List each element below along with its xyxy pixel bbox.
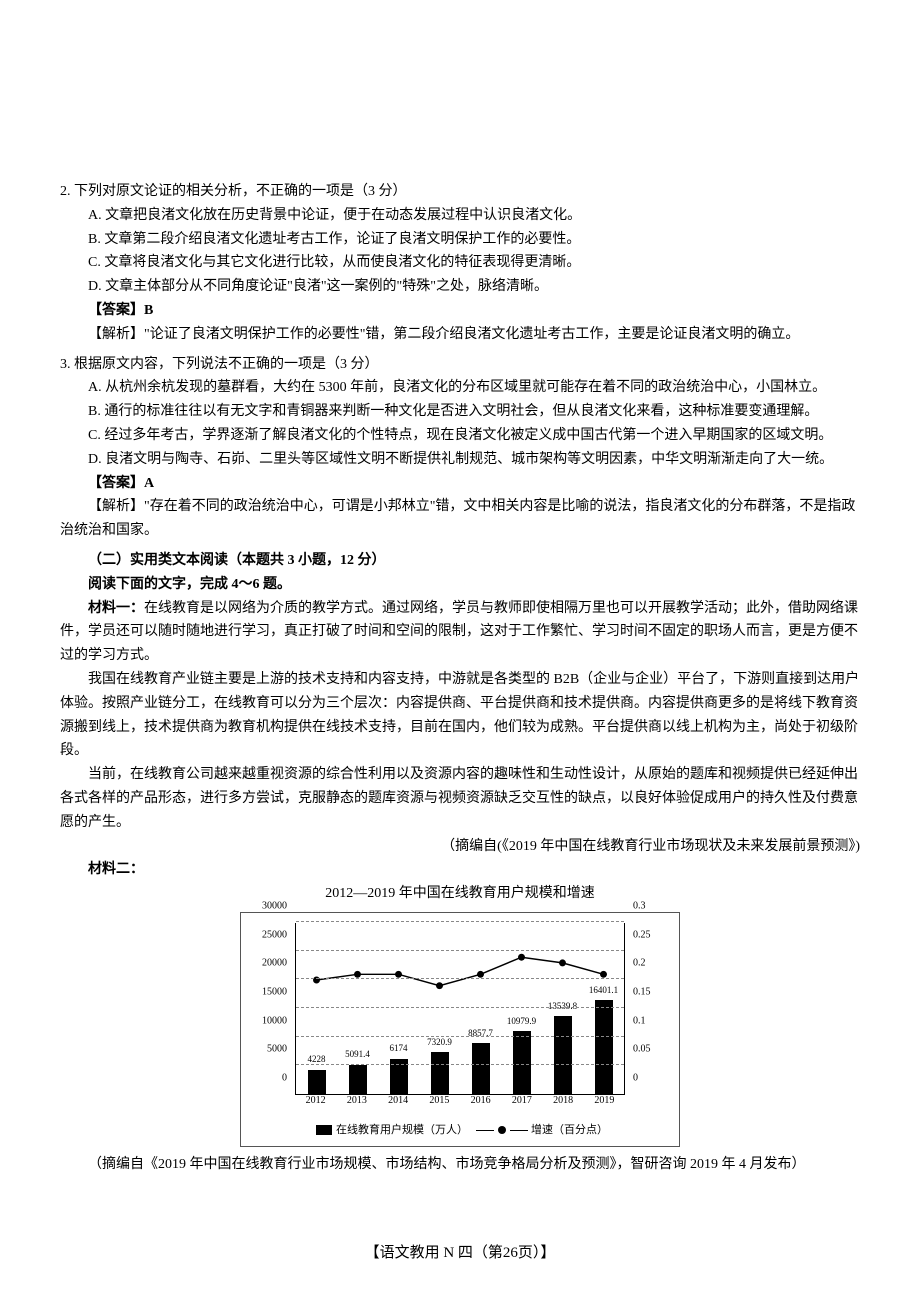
chart-legend: 在线教育用户规模（万人） 增速（百分点） — [247, 1121, 673, 1140]
material-1-p2: 我国在线教育产业链主要是上游的技术支持和内容支持，中游就是各类型的 B2B（企业… — [60, 668, 860, 763]
q2-option-c: C. 文章将良渚文化与其它文化进行比较，从而使良渚文化的特征表现得更清晰。 — [60, 251, 860, 275]
page-footer: 【语文教用 N 四（第26页）】 — [0, 1241, 920, 1267]
material-2-label: 材料二： — [60, 858, 860, 882]
chart-x-labels: 20122013201420152016201720182019 — [295, 1092, 625, 1109]
section-2-instruction: 阅读下面的文字，完成 4～6 题。 — [60, 573, 860, 597]
y-axis-left: 050001000015000200002500030000 — [247, 919, 291, 1095]
chart-area: 050001000015000200002500030000 00.050.10… — [247, 919, 673, 1119]
material-1-label: 材料一： — [88, 601, 144, 616]
chart-container: 050001000015000200002500030000 00.050.10… — [240, 912, 680, 1147]
legend-line-label: 增速（百分点） — [531, 1124, 608, 1136]
material-1-attribution: （摘编自(《2019 年中国在线教育行业市场现状及未来发展前景预测》) — [60, 835, 860, 859]
section-2-title: （二）实用类文本阅读（本题共 3 小题，12 分） — [60, 549, 860, 573]
material-1: 材料一：在线教育是以网络为介质的教学方式。通过网络，学员与教师即使相隔万里也可以… — [60, 597, 860, 668]
material-2-attribution: （摘编自《2019 年中国在线教育行业市场规模、市场结构、市场竞争格局分析及预测… — [60, 1153, 860, 1177]
q2-explanation: 【解析】"论证了良渚文明保护工作的必要性"错，第二段介绍良渚文化遗址考古工作，主… — [60, 323, 860, 347]
section-2: （二）实用类文本阅读（本题共 3 小题，12 分） 阅读下面的文字，完成 4～6… — [60, 549, 860, 882]
q3-option-b: B. 通行的标准往往以有无文字和青铜器来判断一种文化是否进入文明社会，但从良渚文… — [60, 400, 860, 424]
material-1-p3: 当前，在线教育公司越来越重视资源的综合性利用以及资源内容的趣味性和生动性设计，从… — [60, 763, 860, 834]
question-3: 3. 根据原文内容，下列说法不正确的一项是（3 分） A. 从杭州余杭发现的墓群… — [60, 353, 860, 543]
q2-option-d: D. 文章主体部分从不同角度论证"良渚"这一案例的"特殊"之处，脉络清晰。 — [60, 275, 860, 299]
chart-title: 2012—2019 年中国在线教育用户规模和增速 — [60, 882, 860, 906]
q3-option-c: C. 经过多年考古，学界逐渐了解良渚文化的个性特点，现在良渚文化被定义成中国古代… — [60, 424, 860, 448]
y-axis-right: 00.050.10.150.20.250.3 — [629, 919, 673, 1095]
q3-stem: 3. 根据原文内容，下列说法不正确的一项是（3 分） — [60, 353, 860, 377]
legend-line-icon-r — [510, 1130, 528, 1131]
q3-answer: 【答案】A — [60, 472, 860, 496]
legend-line-icon-l — [476, 1130, 494, 1131]
question-2: 2. 下列对原文论证的相关分析，不正确的一项是（3 分） A. 文章把良渚文化放… — [60, 180, 860, 347]
legend-bar-label: 在线教育用户规模（万人） — [336, 1124, 468, 1136]
chart-plot: 42285091.461747320.98857.710979.913539.8… — [295, 923, 625, 1095]
material-1-p1: 在线教育是以网络为介质的教学方式。通过网络，学员与教师即使相隔万里也可以开展教学… — [60, 601, 858, 664]
q3-option-a: A. 从杭州余杭发现的墓群看，大约在 5300 年前，良渚文化的分布区域里就可能… — [60, 376, 860, 400]
q2-option-b: B. 文章第二段介绍良渚文化遗址考古工作，论证了良渚文明保护工作的必要性。 — [60, 228, 860, 252]
chart-wrapper: 2012—2019 年中国在线教育用户规模和增速 050001000015000… — [60, 882, 860, 1146]
legend-bar-icon — [316, 1125, 332, 1135]
q3-explanation: 【解析】"存在着不同的政治统治中心，可谓是小邦林立"错，文中相关内容是比喻的说法… — [60, 495, 860, 543]
q2-stem: 2. 下列对原文论证的相关分析，不正确的一项是（3 分） — [60, 180, 860, 204]
chart-line — [296, 923, 624, 1094]
legend-line-icon — [498, 1126, 506, 1134]
q2-option-a: A. 文章把良渚文化放在历史背景中论证，便于在动态发展过程中认识良渚文化。 — [60, 204, 860, 228]
q2-answer: 【答案】B — [60, 299, 860, 323]
q3-option-d: D. 良渚文明与陶寺、石峁、二里头等区域性文明不断提供礼制规范、城市架构等文明因… — [60, 448, 860, 472]
